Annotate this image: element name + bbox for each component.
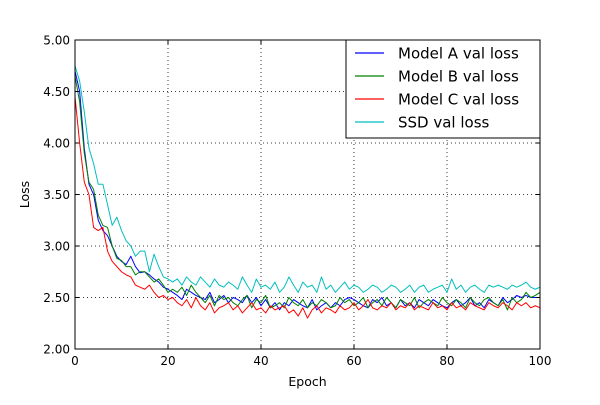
series-line-ssd-val-loss [74,65,541,293]
x-tick-label: 0 [71,354,79,368]
series-line-model-c-val-loss [74,96,541,319]
y-axis-label: Loss [17,181,32,208]
y-tick-label: 4.00 [43,137,70,151]
legend-label-model-c: Model C val loss [398,91,519,109]
y-tick-label: 3.00 [43,240,70,254]
y-tick-label: 2.50 [43,291,70,305]
x-tick-label: 20 [160,354,175,368]
x-tick-label: 100 [529,354,552,368]
y-tick-label: 4.50 [43,85,70,99]
y-tick-label: 2.00 [43,343,70,357]
series-lines [74,65,541,319]
x-axis-label: Epoch [288,374,326,389]
axis-ticks: 0 20 40 60 80 100 2.00 2.50 3.00 3.50 4.00 4.50 5.00 [43,34,551,369]
legend: Model A val loss Model B val loss Model … [345,39,541,139]
x-tick-label: 40 [253,354,268,368]
legend-label-model-b: Model B val loss [398,68,519,86]
series-line-model-b-val-loss [74,75,541,311]
legend-label-ssd: SSD val loss [398,114,490,132]
grid [75,40,540,349]
x-tick-label: 80 [439,354,454,368]
legend-label-model-a: Model A val loss [398,45,519,63]
x-tick-label: 60 [346,354,361,368]
y-tick-label: 3.50 [43,188,70,202]
y-tick-label: 5.00 [43,34,70,48]
